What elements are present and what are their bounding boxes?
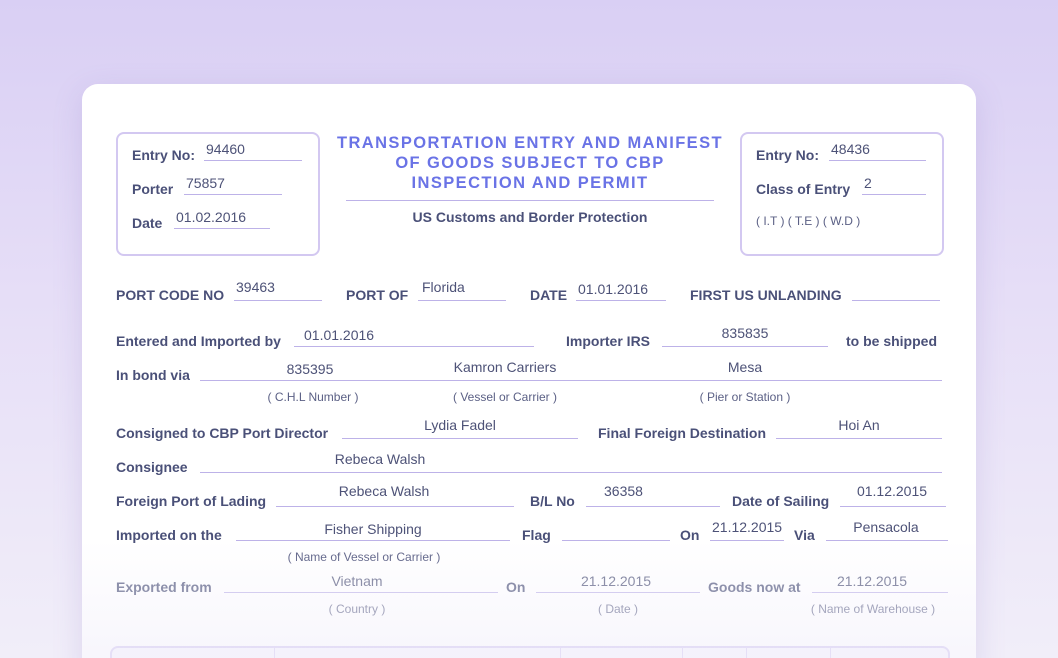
imported-on-value[interactable]: Fisher Shipping: [324, 521, 422, 537]
consigned-to-value[interactable]: Lydia Fadel: [424, 417, 496, 433]
via-underline: [826, 540, 948, 541]
port-code-underline: [234, 300, 322, 301]
port-date-label: DATE: [530, 287, 568, 303]
class-of-entry-value[interactable]: 2: [864, 175, 872, 191]
chl-number-caption: ( C.H.L Number ): [267, 390, 359, 404]
flag-underline: [562, 540, 670, 541]
left-date-value[interactable]: 01.02.2016: [176, 209, 247, 225]
first-us-unlanding-underline: [852, 300, 940, 301]
right-entry-box: [740, 132, 944, 256]
pier-station-value[interactable]: Mesa: [727, 359, 763, 375]
imported-on-caption: ( Name of Vessel or Carrier ): [287, 550, 441, 564]
title-divider: [346, 200, 714, 201]
goods-now-at-value[interactable]: 21.12.2015: [836, 573, 908, 589]
pier-station-caption: ( Pier or Station ): [699, 390, 791, 404]
exported-from-value[interactable]: Vietnam: [331, 573, 383, 589]
right-entry-no-label: Entry No:: [756, 147, 819, 163]
final-foreign-destination-label: Final Foreign Destination: [598, 425, 767, 441]
title-line-2: OF GOODS SUBJECT TO CBP: [395, 154, 665, 172]
exported-on-value[interactable]: 21.12.2015: [580, 573, 652, 589]
vessel-carrier-caption: ( Vessel or Carrier ): [452, 390, 558, 404]
entered-imported-label: Entered and Imported by: [116, 333, 281, 349]
port-of-value[interactable]: Florida: [422, 279, 465, 295]
foreign-port-lading-value[interactable]: Rebeca Walsh: [338, 483, 430, 499]
imported-on-label: Imported on the: [116, 527, 222, 543]
table-column-divider: [830, 648, 831, 658]
table-column-divider: [746, 648, 747, 658]
goods-now-at-label: Goods now at: [708, 579, 801, 595]
exported-from-label: Exported from: [116, 579, 212, 595]
left-date-underline: [174, 228, 270, 229]
first-us-unlanding-label: FIRST US UNLANDING: [690, 287, 842, 303]
left-entry-no-value[interactable]: 94460: [206, 141, 245, 157]
exported-on-underline: [536, 592, 700, 593]
to-be-shipped-label: to be shipped: [846, 333, 937, 349]
title-line-3: INSPECTION AND PERMIT: [411, 174, 649, 192]
in-bond-via-underline: [200, 380, 942, 381]
exported-on-caption: ( Date ): [597, 602, 638, 616]
bl-no-label: B/L No: [530, 493, 575, 509]
importer-irs-value[interactable]: 835835: [721, 325, 769, 341]
via-label: Via: [794, 527, 815, 543]
chl-number-value[interactable]: 835395: [286, 361, 334, 377]
port-date-underline: [576, 300, 666, 301]
date-of-sailing-value[interactable]: 01.12.2015: [856, 483, 928, 499]
right-entry-no-underline: [829, 160, 926, 161]
imported-on-date-value[interactable]: 21.12.2015: [712, 519, 783, 535]
table-column-divider: [560, 648, 561, 658]
vessel-carrier-value[interactable]: Kamron Carriers: [453, 359, 557, 375]
class-of-entry-underline: [862, 194, 926, 195]
class-options-caption: ( I.T ) ( T.E ) ( W.D ): [756, 214, 861, 228]
bl-no-value[interactable]: 36358: [604, 483, 643, 499]
class-of-entry-label: Class of Entry: [756, 181, 851, 197]
title-line-1: TRANSPORTATION ENTRY AND MANIFEST: [337, 134, 723, 152]
exported-from-underline: [224, 592, 498, 593]
foreign-port-lading-underline: [276, 506, 514, 507]
date-of-sailing-label: Date of Sailing: [732, 493, 830, 509]
exported-on-label: On: [506, 579, 526, 595]
left-entry-box: [116, 132, 320, 256]
final-foreign-destination-underline: [776, 438, 942, 439]
porter-underline: [184, 194, 282, 195]
date-of-sailing-underline: [840, 506, 946, 507]
form-subtitle: US Customs and Border Protection: [412, 209, 648, 225]
entered-imported-value[interactable]: 01.01.2016: [304, 327, 375, 343]
importer-irs-label: Importer IRS: [566, 333, 651, 349]
left-date-label: Date: [132, 215, 163, 231]
final-foreign-destination-value[interactable]: Hoi An: [838, 417, 880, 433]
imported-on-underline: [236, 540, 510, 541]
goods-now-at-underline: [812, 592, 948, 593]
porter-label: Porter: [132, 181, 174, 197]
imported-on-date-label: On: [680, 527, 700, 543]
imported-on-date-underline: [710, 540, 784, 541]
port-code-label: PORT CODE NO: [116, 287, 225, 303]
consigned-to-label: Consigned to CBP Port Director: [116, 425, 329, 441]
consignee-underline: [200, 472, 942, 473]
left-entry-no-underline: [204, 160, 302, 161]
left-entry-no-label: Entry No:: [132, 147, 195, 163]
foreign-port-lading-label: Foreign Port of Lading: [116, 493, 267, 509]
bl-no-underline: [586, 506, 720, 507]
via-value[interactable]: Pensacola: [853, 519, 919, 535]
port-of-underline: [418, 300, 506, 301]
port-of-label: PORT OF: [346, 287, 409, 303]
consignee-value[interactable]: Rebeca Walsh: [334, 451, 426, 467]
port-date-value[interactable]: 01.01.2016: [578, 281, 649, 297]
goods-table: [110, 646, 950, 658]
right-entry-no-value[interactable]: 48436: [831, 141, 870, 157]
entered-imported-underline: [294, 346, 534, 347]
port-code-value[interactable]: 39463: [236, 279, 275, 295]
consignee-label: Consignee: [116, 459, 188, 475]
in-bond-via-label: In bond via: [116, 367, 190, 383]
table-column-divider: [274, 648, 275, 658]
porter-value[interactable]: 75857: [186, 175, 225, 191]
form-title: TRANSPORTATION ENTRY AND MANIFEST OF GOO…: [330, 133, 730, 193]
consigned-to-underline: [342, 438, 578, 439]
goods-now-at-caption: ( Name of Warehouse ): [810, 602, 936, 616]
flag-label: Flag: [522, 527, 551, 543]
importer-irs-underline: [662, 346, 828, 347]
table-column-divider: [682, 648, 683, 658]
exported-from-caption: ( Country ): [328, 602, 386, 616]
